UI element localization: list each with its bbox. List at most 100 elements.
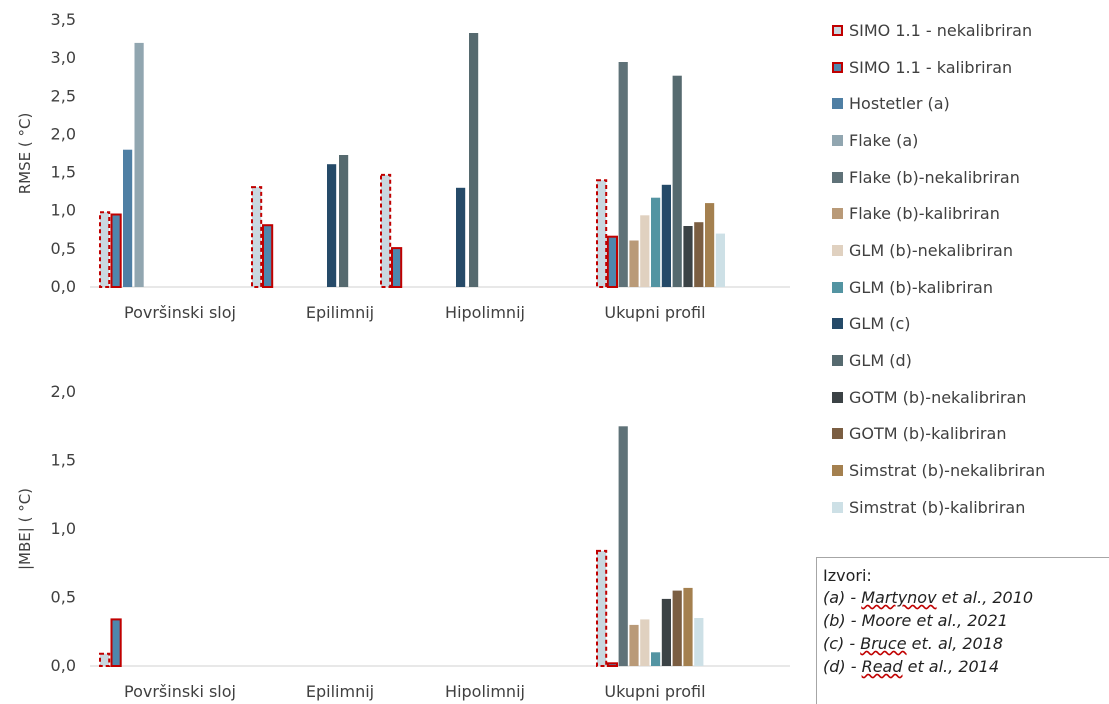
legend-swatch	[832, 391, 843, 403]
y-tick-label: 0,0	[51, 656, 76, 675]
y-tick-label: 1,0	[51, 519, 76, 538]
legend-item: GLM (d)	[832, 342, 1045, 379]
y-tick-label: 2,0	[51, 124, 76, 143]
legend-label: Flake (b)-kalibriran	[849, 204, 1000, 224]
legend-label: GLM (c)	[849, 314, 911, 334]
source-b: (b) - Moore et al., 2021	[823, 611, 1008, 630]
legend-item: SIMO 1.1 - nekalibriran	[832, 12, 1045, 49]
legend-item: GLM (b)-nekalibriran	[832, 232, 1045, 269]
x-tick-label: Hipolimnij	[445, 303, 525, 322]
y-tick-label: 2,0	[51, 382, 76, 401]
y-tick-label: 1,5	[51, 451, 76, 470]
legend-label: SIMO 1.1 - nekalibriran	[849, 20, 1033, 40]
bar-glm-c-	[327, 164, 337, 287]
legend-swatch	[832, 24, 843, 36]
bar-simo-1-1-nekalibriran	[596, 549, 608, 668]
bar-simo-1-1-nekalibriran	[99, 211, 111, 288]
bar-glm-b-nekalibriran	[640, 619, 650, 666]
legend-item: Hostetler (a)	[832, 85, 1045, 122]
legend-swatch	[832, 501, 843, 513]
source-c: (c) - Bruce et. al, 2018	[823, 634, 1004, 653]
bar-flake-b-nekalibriran	[618, 426, 628, 667]
legend-swatch	[832, 428, 843, 440]
legend-swatch	[832, 134, 843, 146]
bar-glm-c-	[456, 187, 466, 287]
legend-swatch	[832, 465, 843, 477]
legend-item: GLM (b)-kalibriran	[832, 269, 1045, 306]
bar-simo-1-1-nekalibriran	[596, 179, 608, 288]
bar-gotm-b-kalibriran	[672, 590, 682, 666]
legend-label: GLM (d)	[849, 351, 912, 371]
y-tick-label: 3,5	[51, 10, 76, 29]
bar-simo-1-1-kalibriran	[262, 224, 274, 288]
bar-simo-1-1-nekalibriran	[251, 186, 263, 289]
bar-gotm-b-nekalibriran	[661, 598, 671, 666]
legend-swatch	[832, 61, 843, 73]
legend-item: SIMO 1.1 - kalibriran	[832, 49, 1045, 86]
sources-box: Izvori: (a) - Martynov et al., 2010 (b) …	[816, 557, 1109, 704]
bar-simo-1-1-kalibriran	[391, 247, 403, 289]
bar-simstrat-b-kalibriran	[694, 618, 704, 666]
legend-item: Flake (b)-nekalibriran	[832, 159, 1045, 196]
legend-label: Flake (a)	[849, 130, 919, 150]
bar-simstrat-b-nekalibriran	[683, 587, 693, 666]
sources-title: Izvori:	[823, 566, 872, 585]
y-tick-label: 3,0	[51, 48, 76, 67]
bar-simo-1-1-kalibriran	[606, 662, 618, 667]
bar-gotm-b-kalibriran	[694, 222, 704, 287]
source-d: (d) - Read et al., 2014	[823, 657, 1000, 676]
bar-flake-b-kalibriran	[629, 240, 639, 287]
x-tick-label: Hipolimnij	[445, 682, 525, 701]
bar-flake-b-kalibriran	[629, 624, 639, 666]
legend-item: GOTM (b)-nekalibriran	[832, 379, 1045, 416]
bar-simo-1-1-nekalibriran	[380, 173, 392, 288]
legend: SIMO 1.1 - nekalibriran SIMO 1.1 - kalibr…	[832, 12, 1045, 526]
x-tick-label: Epilimnij	[306, 303, 374, 322]
legend-item: GLM (c)	[832, 306, 1045, 343]
y-tick-label: 0,0	[51, 277, 76, 296]
bar-glm-d-	[672, 75, 682, 287]
mbe-chart: 0,0 0,5 1,0 1,5 2,0 |MBE| ( °C) Površinski slo…	[16, 382, 790, 701]
bar-simstrat-b-nekalibriran	[705, 203, 715, 287]
bar-flake-b-nekalibriran	[618, 62, 628, 287]
y-tick-label: 1,5	[51, 163, 76, 182]
legend-swatch	[832, 171, 843, 183]
charts-area: 0,0 0,5 1,0 1,5 2,0 2,5 3,0 3,5 RMSE ( °C) Površi…	[16, 10, 790, 701]
legend-swatch	[832, 208, 843, 220]
legend-swatch	[832, 318, 843, 330]
bar-flake-a-	[134, 42, 144, 288]
y-tick-label: 2,5	[51, 86, 76, 105]
legend-label: SIMO 1.1 - kalibriran	[849, 57, 1013, 77]
bar-glm-c-	[661, 184, 671, 287]
legend-label: GOTM (b)-kalibriran	[849, 424, 1007, 444]
y-tick-label: 0,5	[51, 588, 76, 607]
bar-simo-1-1-kalibriran	[110, 213, 122, 288]
bar-simo-1-1-nekalibriran	[99, 652, 111, 668]
legend-item: Flake (a)	[832, 122, 1045, 159]
source-a: (a) - Martynov et al., 2010	[823, 588, 1034, 607]
legend-swatch	[832, 355, 843, 367]
legend-item: GOTM (b)-kalibriran	[832, 416, 1045, 453]
bar-simo-1-1-kalibriran	[606, 235, 618, 288]
bar-simo-1-1-kalibriran	[110, 618, 122, 668]
y-axis-title: |MBE| ( °C)	[16, 488, 34, 570]
bar-glm-b-kalibriran	[651, 197, 661, 287]
bar-simstrat-b-kalibriran	[715, 233, 725, 287]
y-tick-label: 0,5	[51, 239, 76, 258]
legend-label: Simstrat (b)-nekalibriran	[849, 461, 1046, 481]
legend-item: Simstrat (b)-nekalibriran	[832, 452, 1045, 489]
legend-label: GLM (b)-nekalibriran	[849, 240, 1013, 260]
legend-swatch	[832, 98, 843, 110]
x-tick-label: Ukupni profil	[604, 303, 705, 322]
bar-glm-d-	[339, 155, 349, 287]
x-tick-label: Površinski sloj	[124, 303, 236, 322]
y-tick-label: 1,0	[51, 201, 76, 220]
bar-glm-d-	[469, 33, 479, 287]
legend-item: Flake (b)-kalibriran	[832, 195, 1045, 232]
bar-hostetler-a-	[123, 149, 133, 287]
legend-label: Flake (b)-nekalibriran	[849, 167, 1020, 187]
legend-item: Simstrat (b)-kalibriran	[832, 489, 1045, 526]
bar-gotm-b-nekalibriran	[683, 226, 693, 287]
legend-swatch	[832, 281, 843, 293]
y-axis-title: RMSE ( °C)	[16, 113, 34, 195]
